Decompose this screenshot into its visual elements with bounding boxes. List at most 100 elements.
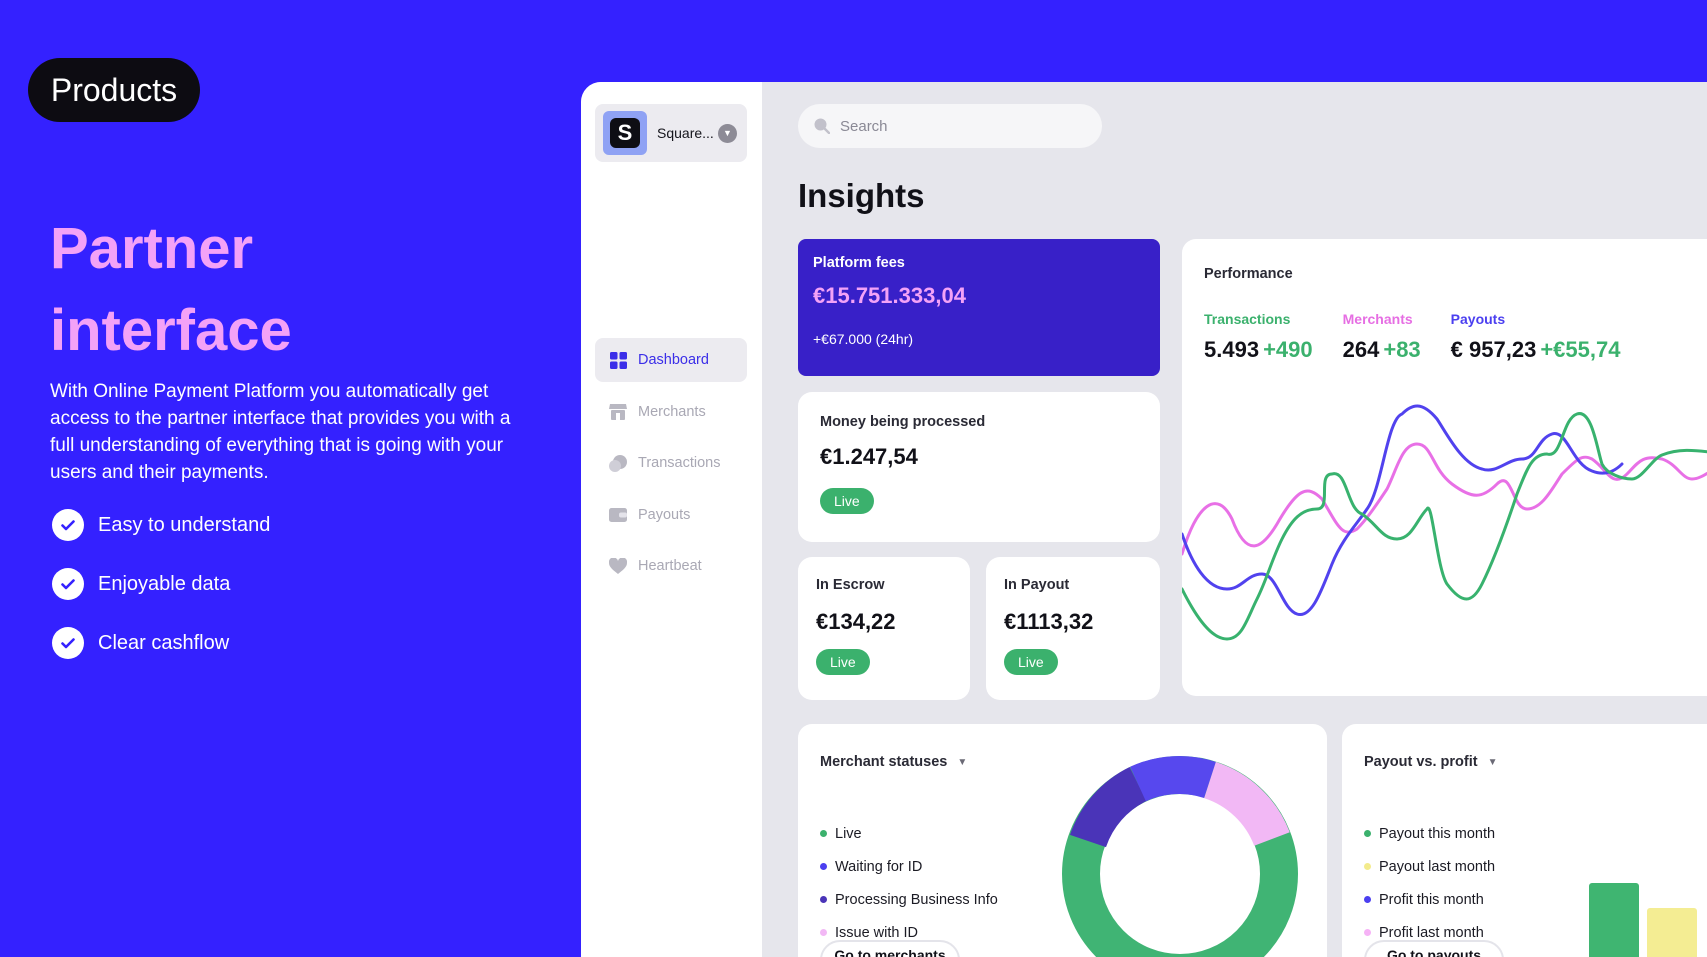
caret-down-icon: ▼: [957, 756, 968, 768]
stat-number: 5.493: [1204, 337, 1260, 362]
payout-vs-profit-card: Payout vs. profit ▼ Payout this month Pa…: [1342, 724, 1707, 957]
stat-number: € 957,23: [1450, 337, 1537, 362]
stat-label: Transactions: [1204, 311, 1291, 327]
sidebar-item-dashboard[interactable]: Dashboard: [595, 338, 747, 382]
legend-label: Payout this month: [1379, 825, 1496, 842]
card-title: Money being processed: [820, 414, 986, 430]
legend-item: Payout last month: [1364, 850, 1495, 883]
live-badge: Live: [820, 488, 874, 514]
heart-icon: [608, 556, 628, 576]
legend-dot: [1364, 863, 1371, 870]
card-title: In Payout: [1004, 577, 1070, 593]
feature-label: Clear cashflow: [98, 631, 230, 654]
check-icon: [52, 568, 84, 600]
stat-label: Merchants: [1342, 311, 1413, 327]
feature-item: Enjoyable data: [52, 567, 270, 601]
series-line-payouts: [1182, 404, 1624, 616]
feature-list: Easy to understand Enjoyable data Clear …: [52, 508, 270, 685]
products-badge: Products: [28, 58, 200, 122]
card-value: €1113,32: [1004, 609, 1094, 634]
org-logo-mark: S: [610, 118, 640, 148]
org-switcher[interactable]: S Square... ▼: [595, 104, 747, 162]
stat-label: Payouts: [1450, 311, 1506, 327]
payout-profit-dropdown[interactable]: Payout vs. profit ▼: [1364, 754, 1498, 770]
live-badge: Live: [1004, 649, 1058, 675]
stat-change: +490: [1263, 337, 1313, 362]
sidebar-nav: Dashboard Merchants Transactions Payouts…: [595, 338, 747, 596]
legend-label: Processing Business Info: [835, 891, 998, 908]
legend-item: Live: [820, 817, 998, 850]
merchant-statuses-dropdown[interactable]: Merchant statuses ▼: [820, 754, 967, 770]
performance-card: Performance Transactions 5.493 +490 Merch…: [1182, 239, 1707, 696]
sidebar-item-label: Dashboard: [638, 352, 709, 368]
performance-line-chart: [1182, 404, 1707, 641]
legend-dot: [820, 929, 827, 936]
sidebar-item-heartbeat[interactable]: Heartbeat: [595, 544, 747, 588]
legend-label: Profit last month: [1379, 924, 1484, 941]
sidebar-item-label: Transactions: [638, 455, 721, 471]
stat-change: +€55,74: [1540, 337, 1621, 362]
sidebar-item-transactions[interactable]: Transactions: [595, 441, 747, 485]
donut-segment-issue: [1203, 761, 1290, 847]
card-value: €1.247,54: [820, 444, 918, 469]
payout-profit-bar-chart: [1589, 883, 1697, 957]
feature-label: Enjoyable data: [98, 572, 231, 595]
search-input[interactable]: Search: [798, 104, 1102, 148]
legend-dot: [820, 830, 827, 837]
search-icon: [814, 118, 830, 134]
legend-item: Profit this month: [1364, 883, 1495, 916]
platform-fees-card[interactable]: Platform fees €15.751.333,04 +€67.000 (2…: [798, 239, 1160, 376]
card-change: +€67.000 (24hr): [813, 331, 914, 347]
legend-label: Issue with ID: [835, 924, 918, 941]
coins-icon: [608, 453, 628, 473]
legend-label: Live: [835, 825, 862, 842]
go-to-merchants-button[interactable]: Go to merchants: [820, 940, 960, 957]
legend-item: Profit last month: [1364, 916, 1495, 949]
stat-change: +83: [1383, 337, 1421, 362]
caret-down-icon: ▼: [1487, 756, 1498, 768]
sidebar-item-label: Payouts: [638, 506, 691, 523]
hero-title-line1: Partner: [50, 216, 254, 281]
stat-value: 5.493 +490: [1204, 337, 1313, 363]
performance-stats: Transactions 5.493 +490 Merchants 264 +83 …: [1204, 311, 1650, 363]
sidebar-item-merchants[interactable]: Merchants: [595, 390, 747, 434]
chevron-down-icon[interactable]: ▼: [718, 123, 737, 143]
sidebar: S Square... ▼ Dashboard Merchants Transa…: [581, 82, 762, 957]
stat-payouts: Payouts € 957,23 +€55,74: [1451, 311, 1621, 363]
store-icon: [608, 402, 628, 422]
legend-label: Profit this month: [1379, 891, 1484, 908]
hero-description: With Online Payment Platform you automat…: [50, 381, 511, 483]
legend-dot: [1364, 929, 1371, 936]
series-line-transactions: [1182, 412, 1707, 641]
card-value: €15.751.333,04: [813, 283, 966, 308]
donut-segment-processing: [1070, 766, 1147, 848]
legend-item: Waiting for ID: [820, 850, 998, 883]
legend-dot: [820, 896, 827, 903]
stat-merchants: Merchants 264 +83: [1343, 311, 1421, 363]
check-icon: [52, 509, 84, 541]
sidebar-item-label: Merchants: [638, 403, 706, 420]
grid-icon: [608, 350, 628, 370]
legend-label: Payout last month: [1379, 858, 1496, 875]
in-payout-card[interactable]: In Payout €1113,32 Live: [986, 557, 1160, 700]
card-title: Payout vs. profit: [1364, 754, 1478, 770]
bar-payout-this-month: [1589, 883, 1639, 957]
money-processed-card[interactable]: Money being processed €1.247,54 Live: [798, 392, 1160, 542]
donut-segment-waiting: [1130, 756, 1216, 802]
sidebar-item-payouts[interactable]: Payouts: [595, 493, 747, 537]
card-title: Merchant statuses: [820, 754, 948, 770]
wallet-icon: [608, 505, 628, 525]
feature-item: Clear cashflow: [52, 626, 270, 660]
legend-item: Processing Business Info: [820, 883, 998, 916]
chart-legend: Live Waiting for ID Processing Business …: [820, 817, 998, 949]
hero-title-line2: interface: [50, 298, 292, 363]
app-window: S Square... ▼ Dashboard Merchants Transa…: [581, 82, 1707, 957]
org-name: Square...: [657, 125, 714, 141]
check-icon: [52, 627, 84, 659]
merchant-statuses-card: Merchant statuses ▼ Live Waiting for ID …: [798, 724, 1327, 957]
legend-dot: [820, 863, 827, 870]
in-escrow-card[interactable]: In Escrow €134,22 Live: [798, 557, 970, 700]
org-logo: S: [603, 111, 647, 155]
legend-item: Issue with ID: [820, 916, 998, 949]
stat-number: 264: [1342, 337, 1380, 362]
